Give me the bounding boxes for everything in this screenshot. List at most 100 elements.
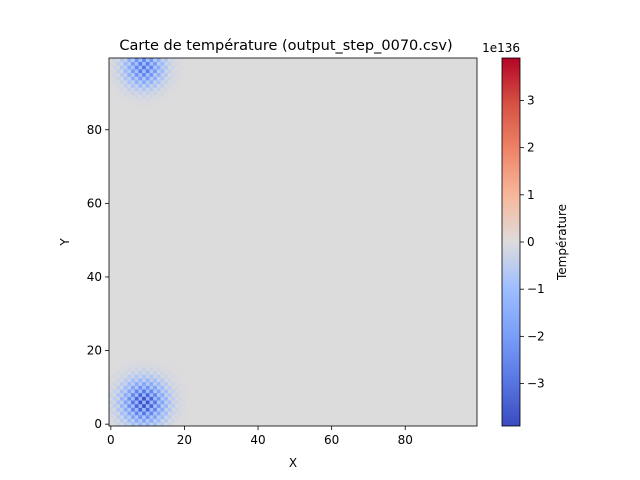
heatmap-cell — [138, 363, 143, 368]
heatmap-cell — [178, 58, 183, 62]
heatmap-cell — [167, 76, 172, 81]
heatmap-cell — [109, 396, 113, 401]
heatmap-cell — [178, 389, 183, 394]
heatmap-cell — [160, 370, 165, 375]
colorbar-ticks: −3 −2 −1 0 1 2 3 — [520, 93, 545, 391]
heatmap-cell — [112, 378, 117, 383]
heatmap-cell — [175, 411, 180, 416]
heatmap-cell — [120, 58, 125, 62]
heatmap-cell — [127, 378, 132, 383]
heatmap-cell — [149, 381, 154, 386]
heatmap-cell — [142, 102, 147, 107]
heatmap-cell — [160, 418, 165, 423]
heatmap-cell — [131, 422, 136, 427]
heatmap-cell — [127, 403, 132, 408]
heatmap-cell — [123, 83, 128, 88]
heatmap-cell — [145, 411, 150, 416]
heatmap-cell — [156, 367, 161, 372]
heatmap-cell — [116, 69, 121, 74]
heatmap-cell — [145, 403, 150, 408]
heatmap-cell — [175, 392, 180, 397]
heatmap-cell — [164, 418, 169, 423]
heatmap-cell — [131, 65, 136, 70]
heatmap-cell — [138, 102, 143, 107]
heatmap-cell — [116, 385, 121, 390]
heatmap-cell — [131, 367, 136, 372]
heatmap-cell — [116, 378, 121, 383]
heatmap-cell — [145, 61, 150, 66]
heatmap-cell — [167, 418, 172, 423]
heatmap-cell — [175, 389, 180, 394]
heatmap-cell — [127, 87, 132, 92]
heatmap-cell — [175, 418, 180, 423]
heatmap-cell — [127, 72, 132, 77]
heatmap-cell — [120, 407, 125, 412]
heatmap-cell — [134, 359, 139, 364]
plot-frame — [108, 57, 478, 427]
heatmap-cell — [153, 378, 158, 383]
heatmap-cell — [145, 363, 150, 368]
heatmap-cell — [112, 381, 117, 386]
heatmap-cell — [123, 80, 128, 85]
heatmap-cell — [109, 418, 113, 423]
heatmap-cell — [153, 381, 158, 386]
heatmap-cell — [175, 385, 180, 390]
heatmap-cell — [116, 72, 121, 77]
heatmap-cell — [109, 76, 113, 81]
heatmap-cell — [142, 98, 147, 103]
heatmap-cell — [160, 389, 165, 394]
heatmap-cell — [134, 98, 139, 103]
heatmap-cell — [134, 422, 139, 427]
heatmap-cell — [164, 400, 169, 405]
heatmap-cell — [127, 76, 132, 81]
heatmap-cell — [153, 91, 158, 96]
heatmap-cell — [138, 76, 143, 81]
heatmap-cell — [164, 374, 169, 379]
heatmap-cell — [123, 385, 128, 390]
heatmap-cell — [131, 76, 136, 81]
heatmap-cell — [131, 69, 136, 74]
heatmap-cell — [153, 414, 158, 419]
heatmap-cell — [153, 98, 158, 103]
heatmap-cell — [134, 392, 139, 397]
heatmap-cell — [112, 374, 117, 379]
heatmap-cell — [167, 414, 172, 419]
heatmap-cell — [134, 374, 139, 379]
heatmap-cell — [171, 370, 176, 375]
heatmap-cell — [112, 400, 117, 405]
heatmap-cell — [164, 403, 169, 408]
heatmap-cell — [145, 359, 150, 364]
heatmap-cell — [156, 359, 161, 364]
heatmap-cell — [131, 403, 136, 408]
heatmap-cell — [153, 359, 158, 364]
heatmap-cell — [149, 76, 154, 81]
heatmap-cell — [134, 403, 139, 408]
heatmap-cell — [160, 422, 165, 427]
heatmap-cell — [149, 411, 154, 416]
heatmap-cell — [112, 72, 117, 77]
heatmap-cell — [178, 396, 183, 401]
heatmap-cell — [182, 400, 187, 405]
heatmap-cell — [131, 392, 136, 397]
heatmap-cell — [164, 94, 169, 99]
heatmap-cell — [112, 407, 117, 412]
heatmap-cell — [171, 378, 176, 383]
heatmap-cell — [156, 363, 161, 368]
heatmap-cell — [138, 72, 143, 77]
heatmap-cell — [153, 418, 158, 423]
heatmap-cell — [123, 411, 128, 416]
heatmap-cell — [145, 400, 150, 405]
heatmap-cell — [149, 422, 154, 427]
heatmap-cell — [160, 69, 165, 74]
heatmap-cell — [153, 392, 158, 397]
heatmap-cell — [160, 367, 165, 372]
heatmap-cell — [127, 400, 132, 405]
heatmap-cell — [153, 374, 158, 379]
heatmap-cell — [149, 396, 154, 401]
heatmap-cell — [123, 61, 128, 66]
heatmap-cell — [178, 381, 183, 386]
heatmap-cell — [182, 392, 187, 397]
heatmap-cell — [164, 359, 169, 364]
heatmap-cell — [153, 83, 158, 88]
